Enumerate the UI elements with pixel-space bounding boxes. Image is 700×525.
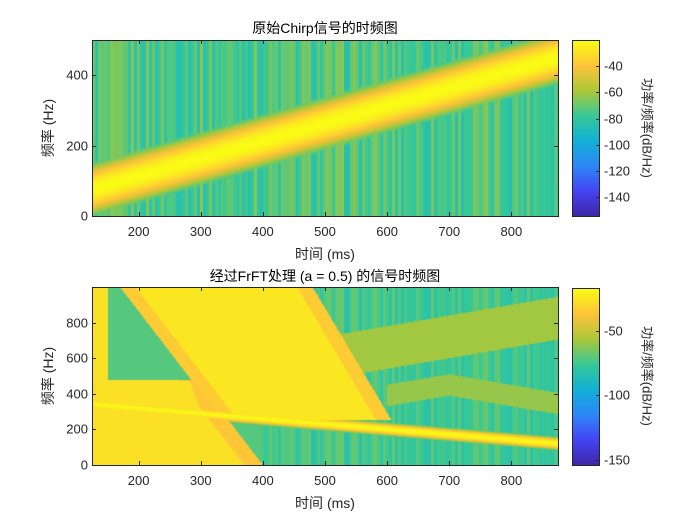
y-tick-label: 400 — [66, 386, 88, 402]
colorbar-tick-mark — [596, 66, 600, 68]
y-tick-label: 0 — [80, 208, 88, 224]
x-tick-mark — [449, 212, 451, 216]
y-tick-mark-right — [554, 429, 558, 431]
y-tick-mark-right — [554, 465, 558, 466]
y-tick-mark — [92, 429, 96, 431]
x-tick-mark — [138, 212, 140, 216]
colorbar-tick-label: -40 — [604, 58, 623, 74]
colorbar-tick-mark — [596, 459, 600, 461]
bottom-spectrogram-heatmap — [92, 287, 558, 465]
x-tick-mark — [387, 461, 389, 465]
x-tick-mark-top — [325, 287, 326, 291]
y-tick-mark — [92, 465, 96, 466]
y-tick-mark — [92, 322, 96, 324]
x-tick-mark-top — [262, 40, 264, 44]
top-spectrogram-heatmap — [92, 40, 558, 216]
x-tick-label: 400 — [252, 224, 274, 239]
y-tick-mark — [92, 393, 96, 395]
x-tick-mark-top — [138, 287, 140, 291]
x-tick-label: 300 — [189, 473, 212, 488]
x-tick-mark-top — [138, 40, 140, 44]
top-colorbar-label: 功率/频率(dB/Hz) — [639, 78, 655, 178]
colorbar-tick-label: -120 — [604, 163, 631, 179]
y-tick-label: 400 — [66, 67, 88, 83]
x-tick-mark-top — [387, 40, 389, 44]
y-tick-mark-right — [554, 216, 558, 217]
top-plot-title: 原始Chirp信号的时频图 — [252, 20, 398, 36]
y-tick-label: 0 — [80, 457, 88, 473]
x-tick-mark — [200, 212, 202, 216]
x-tick-mark — [262, 461, 264, 465]
x-tick-mark — [138, 461, 140, 465]
x-tick-label: 800 — [500, 224, 523, 239]
y-tick-label: 200 — [66, 421, 88, 437]
x-tick-mark-top — [449, 287, 451, 291]
x-tick-mark — [511, 212, 513, 216]
colorbar-tick-label: -60 — [604, 84, 623, 100]
top-colorbar — [572, 40, 600, 217]
x-tick-mark — [262, 212, 264, 216]
x-tick-mark — [200, 461, 202, 465]
y-tick-mark-right — [554, 322, 558, 324]
colorbar-tick-label: -140 — [604, 189, 631, 205]
y-tick-mark — [92, 75, 96, 77]
top-y-axis-label: 频率 (Hz) — [40, 98, 56, 158]
bottom-plot-title: 经过FrFT处理 (a = 0.5) 的信号时频图 — [209, 268, 441, 284]
bottom-colorbar — [572, 288, 600, 466]
colorbar-tick-label: -150 — [604, 452, 631, 468]
colorbar-tick-mark — [596, 197, 600, 199]
x-tick-mark-top — [387, 287, 389, 291]
x-tick-mark — [325, 212, 326, 216]
colorbar-tick-label: -80 — [604, 111, 623, 127]
colorbar-tick-mark — [596, 330, 600, 332]
colorbar-tick-mark — [596, 395, 600, 397]
colorbar-tick-label: -50 — [604, 323, 623, 339]
colorbar-tick-label: -100 — [604, 387, 631, 403]
y-tick-mark — [92, 358, 96, 360]
x-tick-label: 600 — [376, 473, 398, 488]
y-tick-label: 200 — [66, 138, 88, 154]
x-tick-mark-top — [449, 40, 451, 44]
x-tick-mark — [449, 461, 451, 465]
x-tick-mark-top — [200, 40, 202, 44]
y-tick-mark — [92, 145, 96, 147]
x-tick-label: 200 — [127, 473, 150, 488]
x-tick-label: 800 — [500, 473, 523, 488]
x-tick-label: 700 — [438, 224, 461, 239]
y-tick-mark — [92, 216, 96, 217]
x-tick-label: 200 — [127, 224, 150, 239]
y-tick-mark-right — [554, 393, 558, 395]
x-tick-mark — [387, 212, 389, 216]
y-tick-label: 800 — [66, 315, 88, 331]
colorbar-tick-label: -100 — [604, 137, 631, 153]
y-tick-label: 600 — [66, 350, 88, 366]
x-tick-label: 700 — [438, 473, 461, 488]
x-tick-label: 400 — [252, 473, 274, 488]
colorbar-tick-mark — [596, 144, 600, 146]
x-tick-label: 300 — [189, 224, 212, 239]
x-tick-mark — [325, 461, 326, 465]
y-tick-mark-right — [554, 75, 558, 77]
y-tick-mark-right — [554, 145, 558, 147]
x-tick-mark-top — [511, 40, 513, 44]
bottom-y-axis-label: 频率 (Hz) — [40, 346, 56, 406]
x-tick-label: 500 — [314, 224, 336, 239]
x-tick-mark-top — [511, 287, 513, 291]
bottom-x-axis-label: 时间 (ms) — [295, 495, 355, 511]
colorbar-tick-mark — [596, 92, 600, 94]
top-x-axis-label: 时间 (ms) — [295, 246, 355, 262]
colorbar-tick-mark — [596, 171, 600, 173]
colorbar-tick-mark — [596, 118, 600, 120]
x-tick-mark-top — [325, 40, 326, 44]
x-tick-mark — [511, 461, 513, 465]
x-tick-label: 500 — [314, 473, 336, 488]
x-tick-mark-top — [262, 287, 264, 291]
bottom-colorbar-label: 功率/频率(dB/Hz) — [639, 326, 655, 426]
y-tick-mark-right — [554, 358, 558, 360]
x-tick-mark-top — [200, 287, 202, 291]
x-tick-label: 600 — [376, 224, 398, 239]
